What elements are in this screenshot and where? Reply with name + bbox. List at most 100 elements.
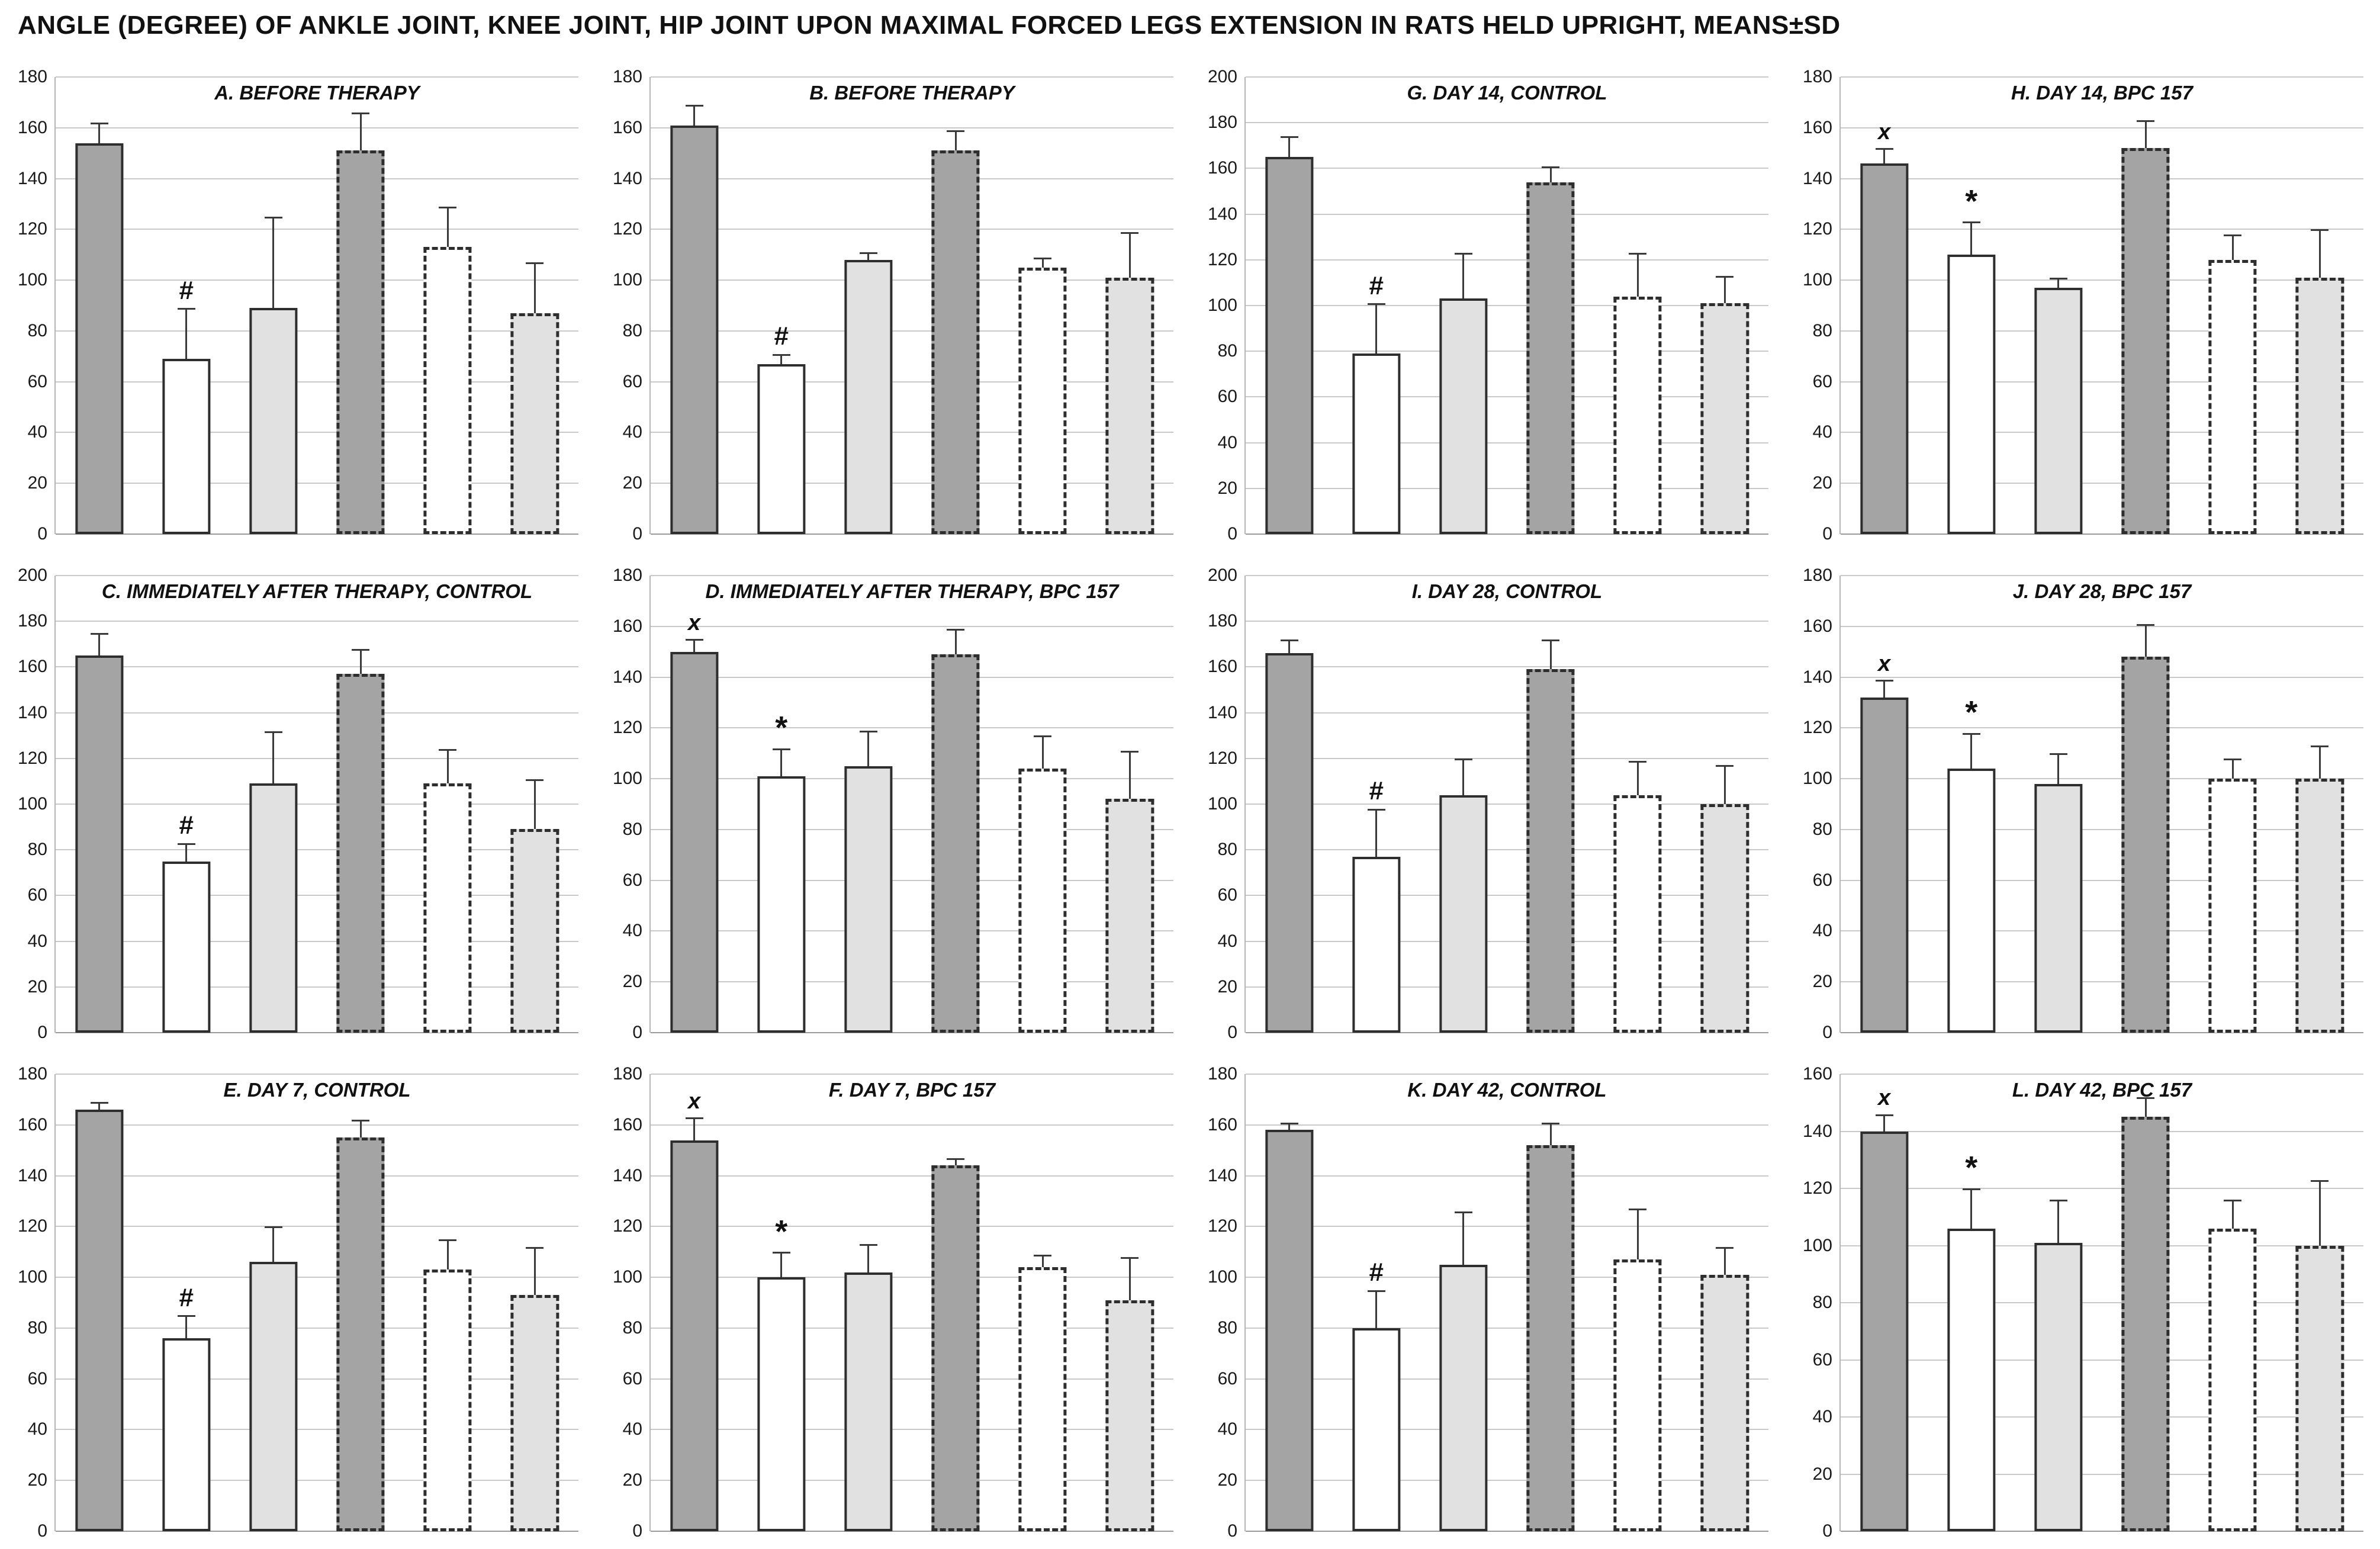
bar-light-solid [844,259,893,534]
bar-dark-dashed [2121,657,2170,1033]
bar-light-dashed [2295,779,2344,1033]
gridline [1246,895,1768,896]
error-bar-stem [954,1158,957,1166]
plot-area: 0 20 40 60 80 100 120 140 160 180 K. DAY 42, CONTR… [1208,1065,1768,1540]
panel-title: J. DAY 28, BPC 157 [2012,580,2192,602]
error-bar-cap [352,648,370,651]
error-bar-stem [2318,229,2321,278]
y-tick-label: 120 [17,748,47,768]
gridline [1246,1277,1768,1278]
y-tick-label: 60 [1812,870,1832,890]
y-tick-label: 60 [1217,885,1237,905]
error-bar [439,1239,457,1270]
bar-white-solid [1947,1228,1996,1531]
y-tick-label: 40 [27,931,47,951]
error-bar-stem [533,262,536,313]
panel-title: I. DAY 28, CONTROL [1411,580,1603,602]
error-bar-stem [1970,1188,1973,1229]
bar-dark-dashed [2121,1117,2170,1531]
error-bar-stem [2231,1200,2234,1229]
y-tick-label: 140 [1802,168,1832,188]
error-bar-stem [693,1117,696,1140]
error-bar-cap [90,632,108,635]
y-tick-label: 120 [1802,718,1832,738]
error-bar [177,1315,195,1339]
error-bar-stem [2057,277,2060,288]
gridline [56,1277,578,1278]
error-bar-stem [1970,732,1973,769]
y-tick-label: 100 [1207,794,1237,814]
annotation-asterisk: * [775,710,788,746]
error-bar-cap [1034,1254,1052,1256]
error-bar-stem [185,843,188,862]
y-tick-label: 40 [1217,432,1237,452]
gridline [1841,279,2363,281]
error-bar [1875,148,1893,163]
x-axis-baseline [56,1032,578,1033]
error-bar-cap [1454,758,1472,760]
y-tick-label: 0 [1822,1521,1832,1541]
error-bar [526,779,544,830]
gridline [651,778,1173,780]
bar-dark-dashed [336,1137,385,1531]
gridline [651,1327,1173,1329]
error-bar [2137,1097,2155,1117]
y-tick-label: 20 [622,1470,642,1490]
error-bar-cap [1121,750,1139,753]
gridline [651,330,1173,332]
error-bar-cap [1121,1256,1139,1259]
gridline [1246,757,1768,759]
bar-white-solid [1352,353,1401,534]
bar-light-dashed [1700,1274,1749,1531]
error-bar [1121,1256,1139,1300]
bar-white-solid [757,776,806,1033]
gridline [651,1378,1173,1380]
y-tick-label: 80 [27,840,47,860]
bar-white-solid [1947,768,1996,1033]
panel-B: 0 20 40 60 80 100 120 140 160 180 B. BEFORE THERAP… [595,52,1190,551]
y-tick-label: 100 [612,769,642,789]
y-tick-label: 60 [622,1368,642,1389]
error-bar-stem [867,730,870,766]
bar-light-solid [249,308,298,534]
error-bar [526,262,544,313]
bar-light-dashed [2295,1245,2344,1531]
y-tick-label: 0 [37,1521,47,1541]
y-tick-label: 20 [1217,478,1237,498]
bar-light-dashed [1105,277,1154,534]
error-bar-stem [533,1246,536,1296]
bar-dark-dashed [931,654,980,1033]
gridline [56,1378,578,1380]
gridline [1246,213,1768,215]
y-tick-label: 140 [1802,667,1832,687]
y-tick-label: 40 [622,1419,642,1439]
gridline [1246,1175,1768,1177]
error-bar-stem [1636,1209,1639,1260]
y-tick-label: 180 [612,1064,642,1084]
bar-light-solid [1439,795,1488,1033]
error-bar-stem [1041,257,1044,268]
y-tick-label: 80 [1812,320,1832,340]
y-tick-label: 160 [612,1114,642,1135]
y-tick-label: 20 [1812,972,1832,992]
annotation-asterisk: * [1965,183,1978,219]
gridline [1246,1074,1768,1075]
gridline [1246,804,1768,805]
error-bar [90,1102,108,1110]
gridline [651,930,1173,932]
y-tick-label: 140 [17,702,47,722]
error-bar-cap [439,749,457,751]
gridline [56,621,578,622]
bar-dark-solid [1265,1130,1314,1531]
error-bar [264,216,282,308]
panel-title: B. BEFORE THERAPY [809,82,1015,104]
error-bar-cap [1280,136,1298,139]
error-bar-cap [526,1246,544,1249]
gridline [651,279,1173,281]
bar-white-solid [1352,856,1401,1033]
error-bar-stem [1883,679,1886,698]
error-bar [2049,277,2067,288]
y-tick-label: 100 [612,270,642,290]
y-tick-label: 100 [17,1267,47,1287]
error-bar-stem [272,216,275,308]
